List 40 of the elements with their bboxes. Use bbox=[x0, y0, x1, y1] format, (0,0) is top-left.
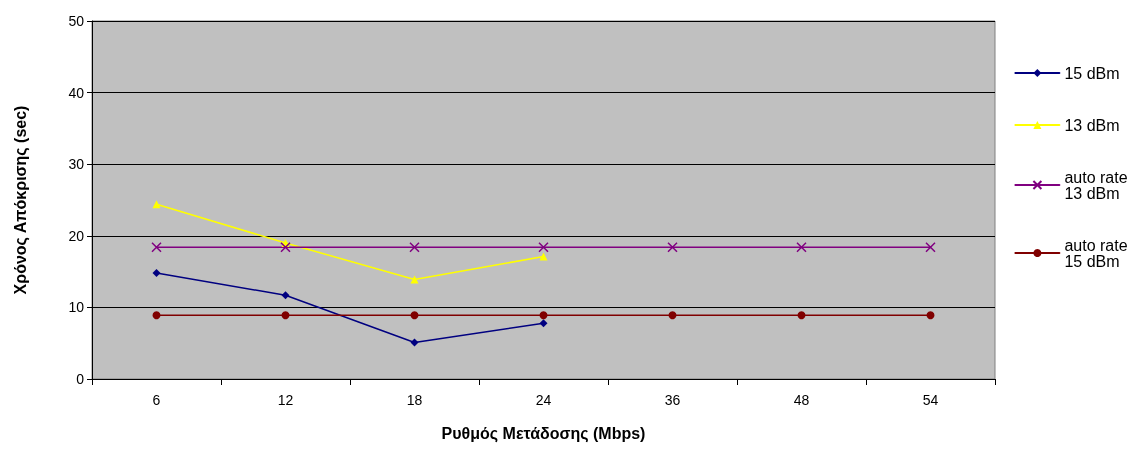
y-tick-label: 10 bbox=[68, 299, 85, 316]
legend-label: 15 dBm bbox=[1064, 64, 1120, 82]
point bbox=[667, 242, 678, 253]
point bbox=[409, 242, 420, 253]
x-axis-title: Ρυθμός Μετάδοσης (Mbps) bbox=[441, 424, 646, 443]
x-tick-label: 18 bbox=[406, 392, 423, 408]
point bbox=[152, 269, 161, 278]
y-tick-label: 0 bbox=[76, 371, 85, 387]
point bbox=[152, 200, 161, 209]
point bbox=[668, 311, 677, 320]
x-tick-label: 48 bbox=[793, 392, 810, 408]
y-tick-label: 20 bbox=[68, 227, 85, 244]
y-tick-label: 30 bbox=[68, 156, 85, 173]
point bbox=[539, 311, 548, 320]
point bbox=[539, 319, 548, 328]
point bbox=[410, 338, 419, 347]
legend-label: auto rate 15 dBm bbox=[1064, 236, 1133, 270]
point bbox=[539, 252, 548, 261]
y-tick-label: 50 bbox=[68, 13, 85, 29]
y-tick-label: 40 bbox=[68, 84, 85, 101]
legend-label: 13 dBm bbox=[1064, 116, 1120, 134]
legend-label: auto rate 13 dBm bbox=[1064, 168, 1133, 202]
point bbox=[925, 242, 936, 253]
point bbox=[410, 311, 419, 320]
point bbox=[796, 242, 807, 253]
point bbox=[281, 311, 290, 320]
point bbox=[151, 242, 162, 253]
point bbox=[797, 311, 806, 320]
point bbox=[926, 311, 935, 320]
point bbox=[281, 291, 290, 300]
x-tick-label: 36 bbox=[664, 392, 681, 408]
x-tick-label: 24 bbox=[535, 392, 552, 408]
x-tick-label: 12 bbox=[277, 392, 294, 408]
x-tick-label: 54 bbox=[922, 392, 939, 408]
point bbox=[410, 275, 419, 284]
point bbox=[538, 242, 549, 253]
point bbox=[152, 311, 161, 320]
x-tick-label: 6 bbox=[152, 392, 161, 408]
y-axis-title: Χρόνος Απόκρισης (sec) bbox=[11, 105, 30, 295]
point bbox=[280, 242, 291, 253]
